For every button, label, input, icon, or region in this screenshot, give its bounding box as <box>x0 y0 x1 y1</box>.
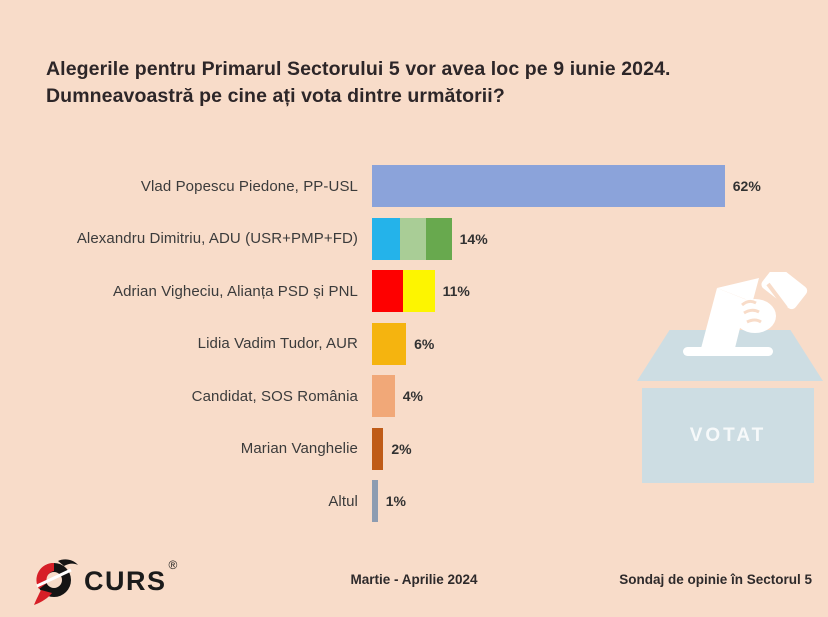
title-line-1: Alegerile pentru Primarul Sectorului 5 v… <box>46 58 671 80</box>
chart-row: Altul 1% <box>40 480 800 522</box>
bar <box>372 480 378 522</box>
bar-segment <box>372 322 407 365</box>
value-label: 62% <box>732 178 761 194</box>
bar-segment <box>372 375 395 417</box>
chart-row: Adrian Vigheciu, Alianța PSD și PNL 11% <box>40 270 800 312</box>
chart-row: Lidia Vadim Tudor, AUR 6% <box>40 322 800 365</box>
value-label: 1% <box>385 493 406 509</box>
row-label: Alexandru Dimitriu, ADU (USR+PMP+FD) <box>76 230 358 247</box>
bar-segment <box>403 270 435 312</box>
row-label: Altul <box>328 492 358 510</box>
survey-period: Martie - Aprilie 2024 <box>350 572 478 587</box>
value-label: 6% <box>414 335 435 352</box>
bar-segment <box>426 217 452 260</box>
page-title: Alegerile pentru Primarul Sectorului 5 v… <box>46 56 756 110</box>
chart-row: Marian Vanghelie 2% <box>40 427 800 470</box>
value-label: 2% <box>391 440 412 457</box>
bar <box>372 165 725 207</box>
curs-wordmark: CURS® <box>84 557 179 596</box>
bar <box>372 270 435 312</box>
ballot-box-illustration: VOTAT <box>633 272 823 490</box>
bar <box>372 217 452 260</box>
ballot-box-body: VOTAT <box>642 388 814 483</box>
bar-chart: Vlad Popescu Piedone, PP-USL 62% Alexandru… <box>40 165 800 533</box>
curs-swirl-icon <box>34 559 78 605</box>
hand-inserting-ballot-icon <box>699 272 808 356</box>
chart-row: Candidat, SOS România 4% <box>40 375 800 417</box>
bar-segment <box>372 217 401 260</box>
bar <box>372 322 407 365</box>
value-label: 14% <box>459 230 488 247</box>
votat-label: VOTAT <box>689 424 767 446</box>
bar <box>372 375 395 417</box>
bar-segment <box>400 217 427 260</box>
title-line-2: Dumneavoastră pe cine ați vota dintre ur… <box>46 85 505 107</box>
bar-segment <box>372 480 378 522</box>
row-label: Candidat, SOS România <box>191 387 358 405</box>
bar <box>372 427 384 470</box>
chart-row: Vlad Popescu Piedone, PP-USL 62% <box>40 165 800 207</box>
row-label: Marian Vanghelie <box>240 440 358 457</box>
registered-trademark: ® <box>168 557 179 572</box>
value-label: 4% <box>402 388 423 404</box>
survey-source: Sondaj de opinie în Sectorul 5 <box>619 572 812 587</box>
bar-segment <box>372 427 384 470</box>
row-label: Vlad Popescu Piedone, PP-USL <box>140 177 358 195</box>
bar-segment <box>372 270 404 312</box>
curs-logo: CURS® <box>28 556 177 606</box>
row-label: Adrian Vigheciu, Alianța PSD și PNL <box>112 282 358 300</box>
value-label: 11% <box>442 283 470 299</box>
chart-row: Alexandru Dimitriu, ADU (USR+PMP+FD) 14% <box>40 217 800 260</box>
bar-segment <box>372 165 725 207</box>
row-label: Lidia Vadim Tudor, AUR <box>197 335 358 352</box>
